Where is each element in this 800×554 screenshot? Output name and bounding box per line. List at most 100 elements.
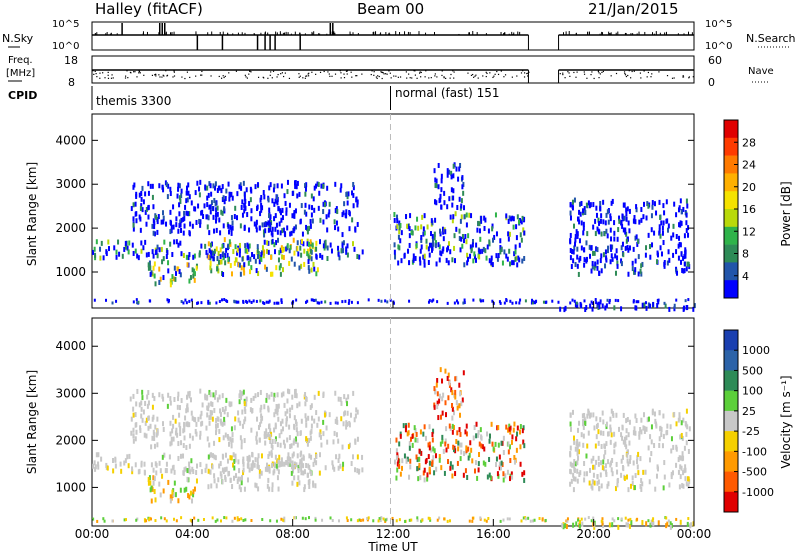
power-echo-cell (625, 211, 628, 217)
power-echo-cell (170, 228, 173, 234)
velocity-echo-cell (270, 391, 273, 397)
velocity-echo-cell (614, 441, 617, 447)
velocity-echo-cell (652, 521, 655, 527)
power-echo-cell (660, 251, 663, 257)
power-echo-cell (111, 301, 114, 305)
power-echo-cell (518, 301, 521, 305)
power-echo-cell (346, 252, 349, 258)
power-echo-cell (681, 267, 684, 273)
velocity-echo-cell (266, 483, 269, 489)
power-echo-cell (141, 185, 144, 191)
velocity-echo-cell (247, 460, 250, 466)
power-echo-cell (685, 212, 688, 218)
nave-dot (92, 70, 94, 72)
power-echo-cell (105, 298, 108, 302)
power-echo-cell (207, 299, 210, 303)
power-echo-cell (207, 301, 210, 305)
velocity-echo-cell (675, 517, 678, 521)
velocity-echo-cell (508, 517, 511, 521)
nave-dot (162, 74, 164, 76)
power-echo-cell (478, 228, 481, 234)
nave-dot (576, 71, 578, 73)
velocity-echo-cell (397, 457, 400, 463)
velocity-echo-cell (293, 475, 296, 481)
power-echo-cell (171, 274, 174, 280)
velocity-echo-cell (398, 463, 401, 469)
nave-dot (413, 70, 415, 72)
power-echo-cell (186, 197, 189, 203)
nave-dot (271, 77, 273, 79)
power-echo-cell (507, 218, 510, 224)
velocity-echo-cell (288, 435, 291, 441)
velocity-echo-cell (333, 466, 336, 472)
power-echo-cell (296, 193, 299, 199)
power-echo-cell (523, 216, 526, 222)
power-echo-cell (453, 245, 456, 251)
velocity-echo-cell (149, 487, 152, 493)
power-colorbar-swatch (724, 226, 738, 245)
power-echo-cell (139, 206, 142, 212)
power-echo-cell (291, 213, 294, 219)
nave-dot (201, 74, 203, 76)
power-echo-cell (462, 190, 465, 196)
velocity-echo-cell (430, 447, 433, 453)
velocity-colorbar-swatch (724, 410, 738, 432)
nave-dot (269, 74, 271, 76)
power-echo-cell (423, 253, 426, 259)
nave-dot (625, 75, 628, 78)
power-echo-cell (172, 204, 175, 210)
velocity-echo-cell (319, 429, 322, 435)
velocity-echo-cell (660, 426, 663, 432)
power-echo-cell (452, 195, 455, 201)
velocity-echo-cell (451, 423, 454, 429)
velocity-echo-cell (273, 412, 276, 418)
power-echo-cell (334, 225, 337, 231)
power-echo-cell (279, 208, 282, 214)
nave-dot (434, 73, 436, 75)
power-echo-cell (224, 260, 227, 266)
velocity-echo-cell (523, 443, 526, 449)
power-echo-cell (446, 301, 449, 305)
power-echo-cell (126, 245, 129, 251)
nave-dot (370, 73, 372, 76)
velocity-echo-cell (630, 520, 633, 526)
velocity-echo-cell (589, 412, 592, 418)
power-echo-cell (275, 301, 278, 305)
velocity-echo-cell (398, 518, 401, 522)
velocity-echo-cell (231, 484, 234, 490)
velocity-echo-cell (504, 473, 507, 479)
nave-dot (393, 75, 395, 77)
velocity-echo-cell (520, 519, 523, 523)
velocity-echo-cell (608, 522, 611, 528)
velocity-echo-cell (310, 423, 313, 429)
velocity-echo-cell (250, 463, 253, 469)
power-echo-cell (178, 183, 181, 189)
power-echo-cell (281, 267, 284, 273)
velocity-echo-cell (276, 458, 279, 464)
velocity-echo-cell (200, 469, 203, 475)
velocity-echo-cell (175, 427, 178, 433)
power-echo-cell (472, 298, 475, 302)
power-echo-cell (609, 213, 612, 219)
power-echo-cell (216, 211, 219, 217)
velocity-echo-cell (421, 518, 424, 522)
velocity-echo-cell (519, 424, 522, 430)
power-echo-cell (587, 200, 590, 206)
power-echo-cell (408, 260, 411, 266)
power-echo-cell (263, 222, 266, 228)
velocity-echo-cell (590, 458, 593, 464)
nave-dot (163, 75, 165, 77)
power-echo-cell (347, 301, 350, 305)
power-echo-cell (520, 219, 523, 225)
nave-dot (249, 70, 251, 72)
power-echo-cell (642, 214, 645, 220)
power-echo-cell (291, 190, 294, 196)
velocity-echo-cell (502, 471, 505, 477)
power-echo-cell (692, 306, 695, 312)
velocity-echo-cell (411, 433, 414, 439)
power-echo-cell (267, 227, 270, 233)
power-echo-cell (227, 243, 230, 249)
velocity-echo-cell (657, 520, 660, 526)
velocity-ylabel: Slant Range [km] (25, 370, 39, 474)
power-echo-cell (199, 222, 202, 228)
